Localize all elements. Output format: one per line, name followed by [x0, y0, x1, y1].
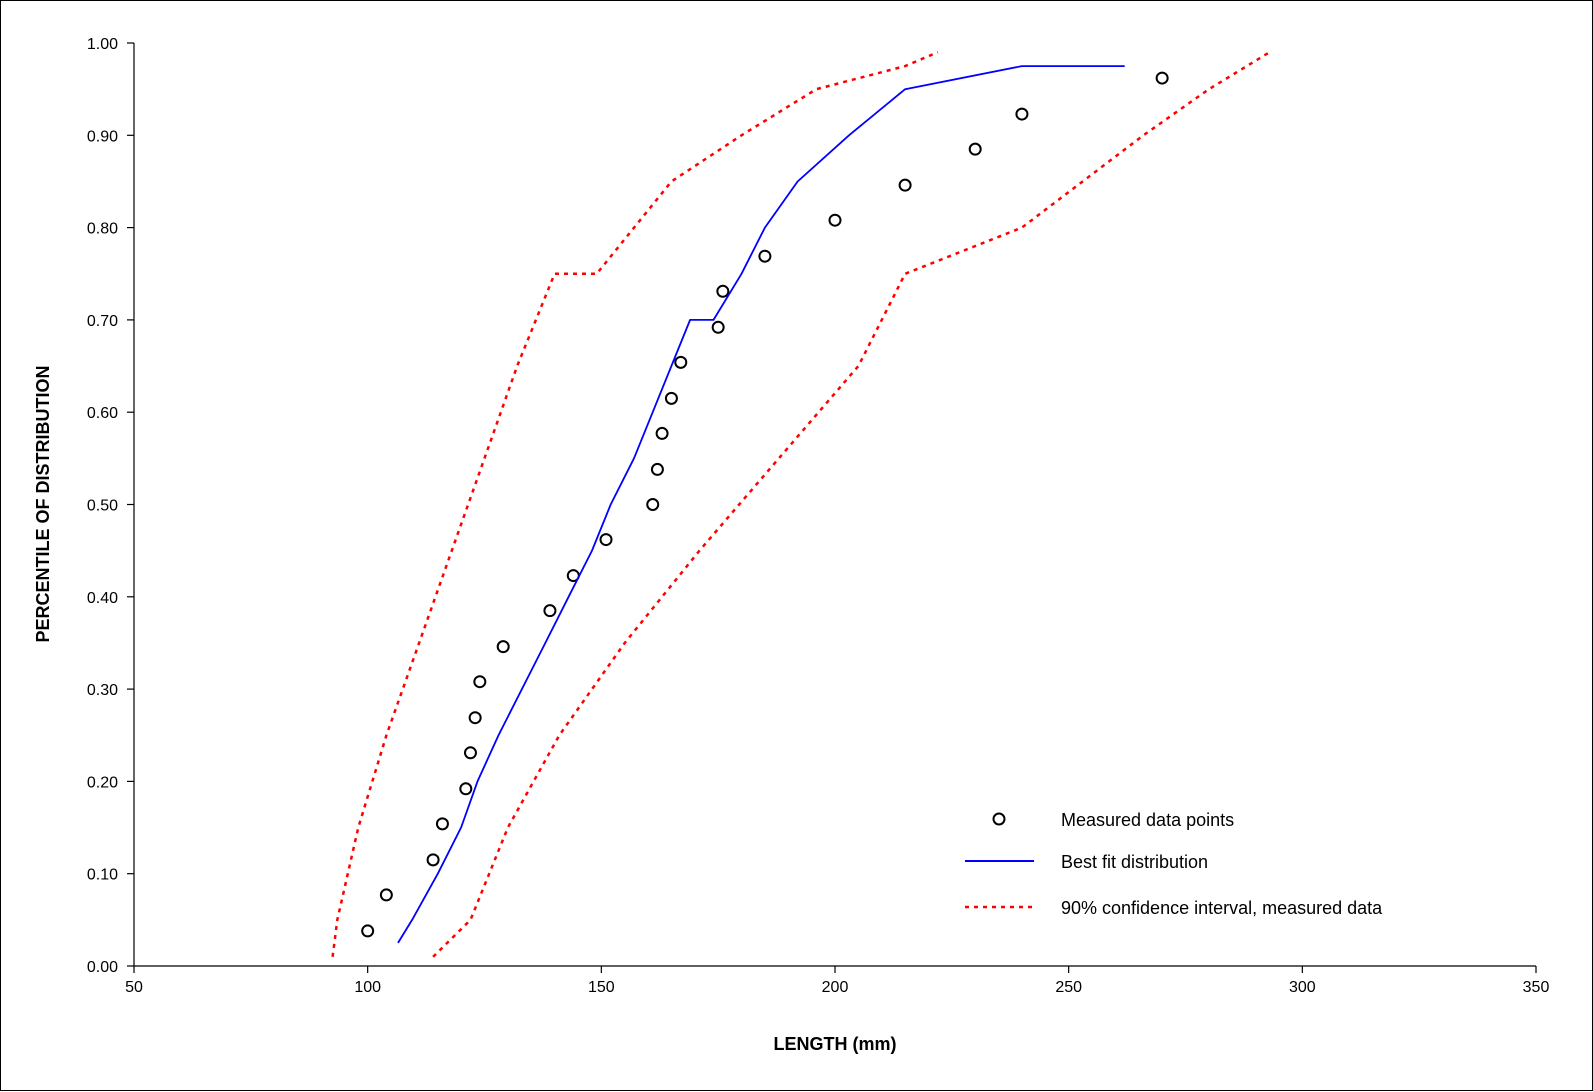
data-point — [459, 782, 473, 796]
y-axis-title: PERCENTILE OF DISTRIBUTION — [33, 365, 53, 642]
data-point — [898, 178, 912, 192]
y-tick-label: 0.30 — [87, 682, 118, 699]
data-point — [664, 391, 678, 405]
legend: Measured data points Best fit distributi… — [965, 810, 1383, 918]
y-tick-label: 0.60 — [87, 405, 118, 422]
data-point — [655, 426, 669, 440]
data-point — [650, 462, 664, 476]
data-point — [426, 853, 440, 867]
y-tick-label: 0.70 — [87, 313, 118, 330]
x-tick-label: 150 — [588, 979, 615, 996]
data-point — [1155, 71, 1169, 85]
confidence-interval-upper-line — [331, 51, 939, 957]
x-axis-title: LENGTH (mm) — [774, 1034, 897, 1054]
x-tick-label: 50 — [125, 979, 143, 996]
legend-label-confidence: 90% confidence interval, measured data — [1061, 898, 1383, 918]
x-ticks: 50 100 150 200 250 300 350 — [125, 966, 1549, 996]
data-point — [968, 142, 982, 156]
y-tick-label: 0.40 — [87, 590, 118, 607]
y-tick-label: 0.50 — [87, 498, 118, 515]
data-point — [379, 888, 393, 902]
x-tick-label: 250 — [1055, 979, 1082, 996]
legend-label-measured: Measured data points — [1061, 810, 1234, 830]
axes — [133, 43, 1536, 967]
data-point — [496, 640, 510, 654]
data-point — [463, 746, 477, 760]
data-point — [1015, 107, 1029, 121]
legend-marker-measured — [992, 812, 1006, 826]
x-tick-label: 200 — [822, 979, 849, 996]
data-point — [361, 924, 375, 938]
data-point — [473, 675, 487, 689]
data-point — [435, 817, 449, 831]
y-tick-label: 0.00 — [87, 959, 118, 976]
data-point — [716, 284, 730, 298]
best-fit-line — [397, 65, 1125, 944]
data-point — [543, 604, 557, 618]
y-ticks: 0.00 0.10 0.20 0.30 0.40 0.50 0.60 0.70 0.80 0.90… — [87, 36, 134, 976]
legend-label-best-fit: Best fit distribution — [1061, 852, 1208, 872]
data-point — [599, 533, 613, 547]
data-point — [711, 320, 725, 334]
data-point — [828, 213, 842, 227]
x-tick-label: 300 — [1289, 979, 1316, 996]
data-point — [758, 249, 772, 263]
plot-area — [331, 51, 1271, 958]
x-tick-label: 100 — [354, 979, 381, 996]
y-tick-label: 0.10 — [87, 867, 118, 884]
y-tick-label: 0.80 — [87, 221, 118, 238]
x-tick-label: 350 — [1523, 979, 1550, 996]
y-tick-label: 0.20 — [87, 774, 118, 791]
y-tick-label: 1.00 — [87, 36, 118, 53]
data-point — [646, 498, 660, 511]
data-point — [468, 711, 482, 725]
data-point — [674, 355, 688, 369]
y-tick-label: 0.90 — [87, 128, 118, 145]
